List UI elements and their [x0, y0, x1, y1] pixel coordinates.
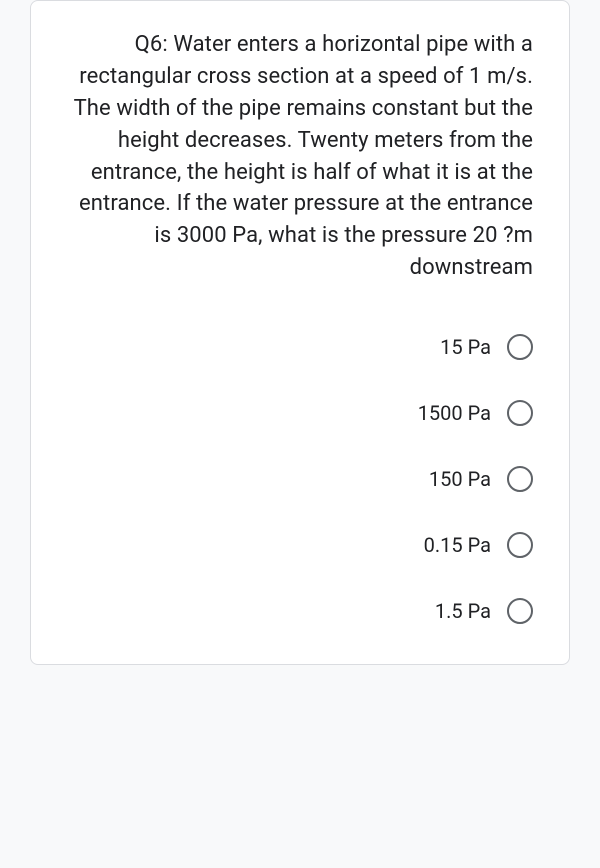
- question-text: Q6: Water enters a horizontal pipe with …: [67, 29, 533, 284]
- radio-icon[interactable]: [507, 400, 533, 426]
- radio-icon[interactable]: [507, 532, 533, 558]
- radio-icon[interactable]: [507, 466, 533, 492]
- option-label: 150 Pa: [429, 467, 491, 491]
- option-row[interactable]: 15 Pa: [67, 334, 533, 360]
- radio-icon[interactable]: [507, 334, 533, 360]
- options-container: 15 Pa 1500 Pa 150 Pa 0.15 Pa 1.5 Pa: [67, 334, 533, 624]
- option-row[interactable]: 150 Pa: [67, 466, 533, 492]
- option-label: 15 Pa: [440, 335, 491, 359]
- radio-icon[interactable]: [507, 598, 533, 624]
- option-label: 0.15 Pa: [424, 533, 491, 557]
- question-card: Q6: Water enters a horizontal pipe with …: [30, 0, 570, 665]
- option-label: 1.5 Pa: [435, 599, 491, 623]
- option-label: 1500 Pa: [418, 401, 491, 425]
- option-row[interactable]: 1500 Pa: [67, 400, 533, 426]
- option-row[interactable]: 1.5 Pa: [67, 598, 533, 624]
- option-row[interactable]: 0.15 Pa: [67, 532, 533, 558]
